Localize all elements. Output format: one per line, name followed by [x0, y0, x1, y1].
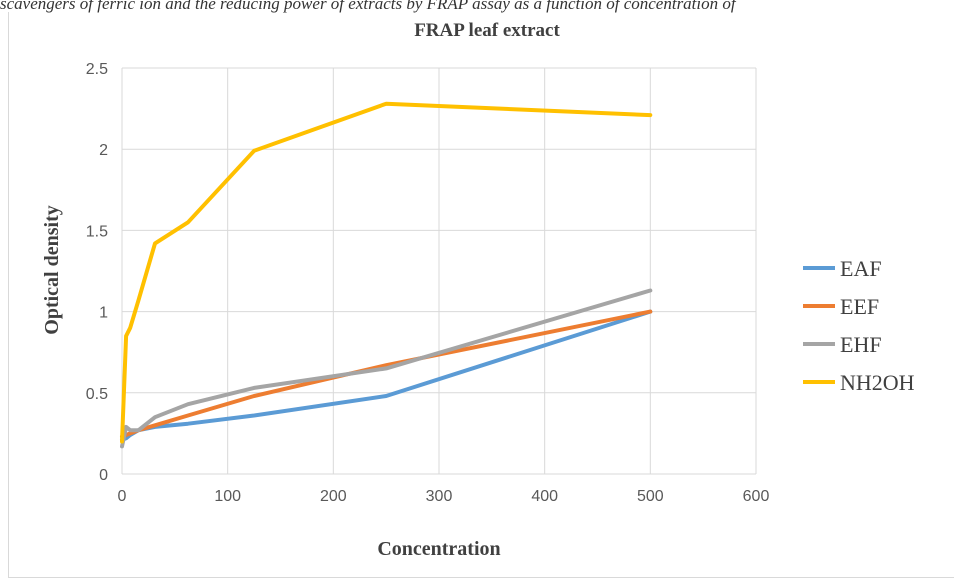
- y-tick-label: 1.5: [86, 223, 108, 240]
- series-line-ehf: [120, 288, 653, 449]
- gridlines: [121, 67, 757, 475]
- figure-caption: scavengers of ferric ion and the reducin…: [0, 0, 736, 13]
- axis-ticks: 0 100 200 300 400 500 600 0 0.5 1 1.5 2 2.5: [86, 61, 770, 505]
- y-tick-label: 2.5: [86, 61, 108, 78]
- y-tick-label: 0.5: [86, 386, 108, 403]
- x-axis-title: Concentration: [377, 538, 500, 560]
- x-tick-label: 200: [320, 488, 347, 505]
- y-tick-label: 2: [99, 142, 108, 159]
- x-tick-label: 400: [531, 488, 558, 505]
- series-line-eef: [120, 309, 653, 439]
- x-tick-label: 300: [426, 488, 453, 505]
- legend-label-ehf: EHF: [840, 332, 882, 357]
- legend: EAF EEF EHF NH2OH: [803, 256, 915, 395]
- x-tick-label: 500: [637, 488, 664, 505]
- series-lines: [120, 101, 653, 449]
- x-tick-label: 100: [214, 488, 241, 505]
- series-line-eaf: [120, 309, 653, 442]
- y-tick-label: 0: [99, 467, 108, 484]
- series-line-nh2oh: [120, 101, 653, 444]
- x-tick-label: 0: [118, 488, 127, 505]
- chart-frame: [8, 12, 954, 578]
- legend-label-eaf: EAF: [840, 256, 882, 281]
- chart-title: FRAP leaf extract: [414, 20, 560, 41]
- x-tick-label: 600: [743, 488, 770, 505]
- legend-label-nh2oh: NH2OH: [840, 370, 915, 395]
- y-axis-title: Optical density: [41, 205, 63, 334]
- y-tick-label: 1: [99, 305, 108, 322]
- legend-label-eef: EEF: [840, 294, 879, 319]
